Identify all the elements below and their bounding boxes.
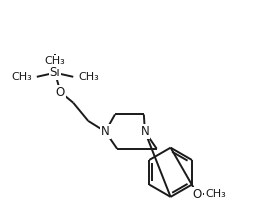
Text: N: N [101, 125, 110, 138]
Text: CH₃: CH₃ [78, 72, 99, 82]
Text: N: N [140, 125, 149, 138]
Text: O: O [56, 86, 65, 98]
Text: CH₃: CH₃ [45, 56, 66, 66]
Text: CH₃: CH₃ [11, 72, 32, 82]
Text: CH₃: CH₃ [205, 189, 226, 199]
Text: Si: Si [50, 66, 61, 79]
Text: O: O [193, 188, 202, 201]
